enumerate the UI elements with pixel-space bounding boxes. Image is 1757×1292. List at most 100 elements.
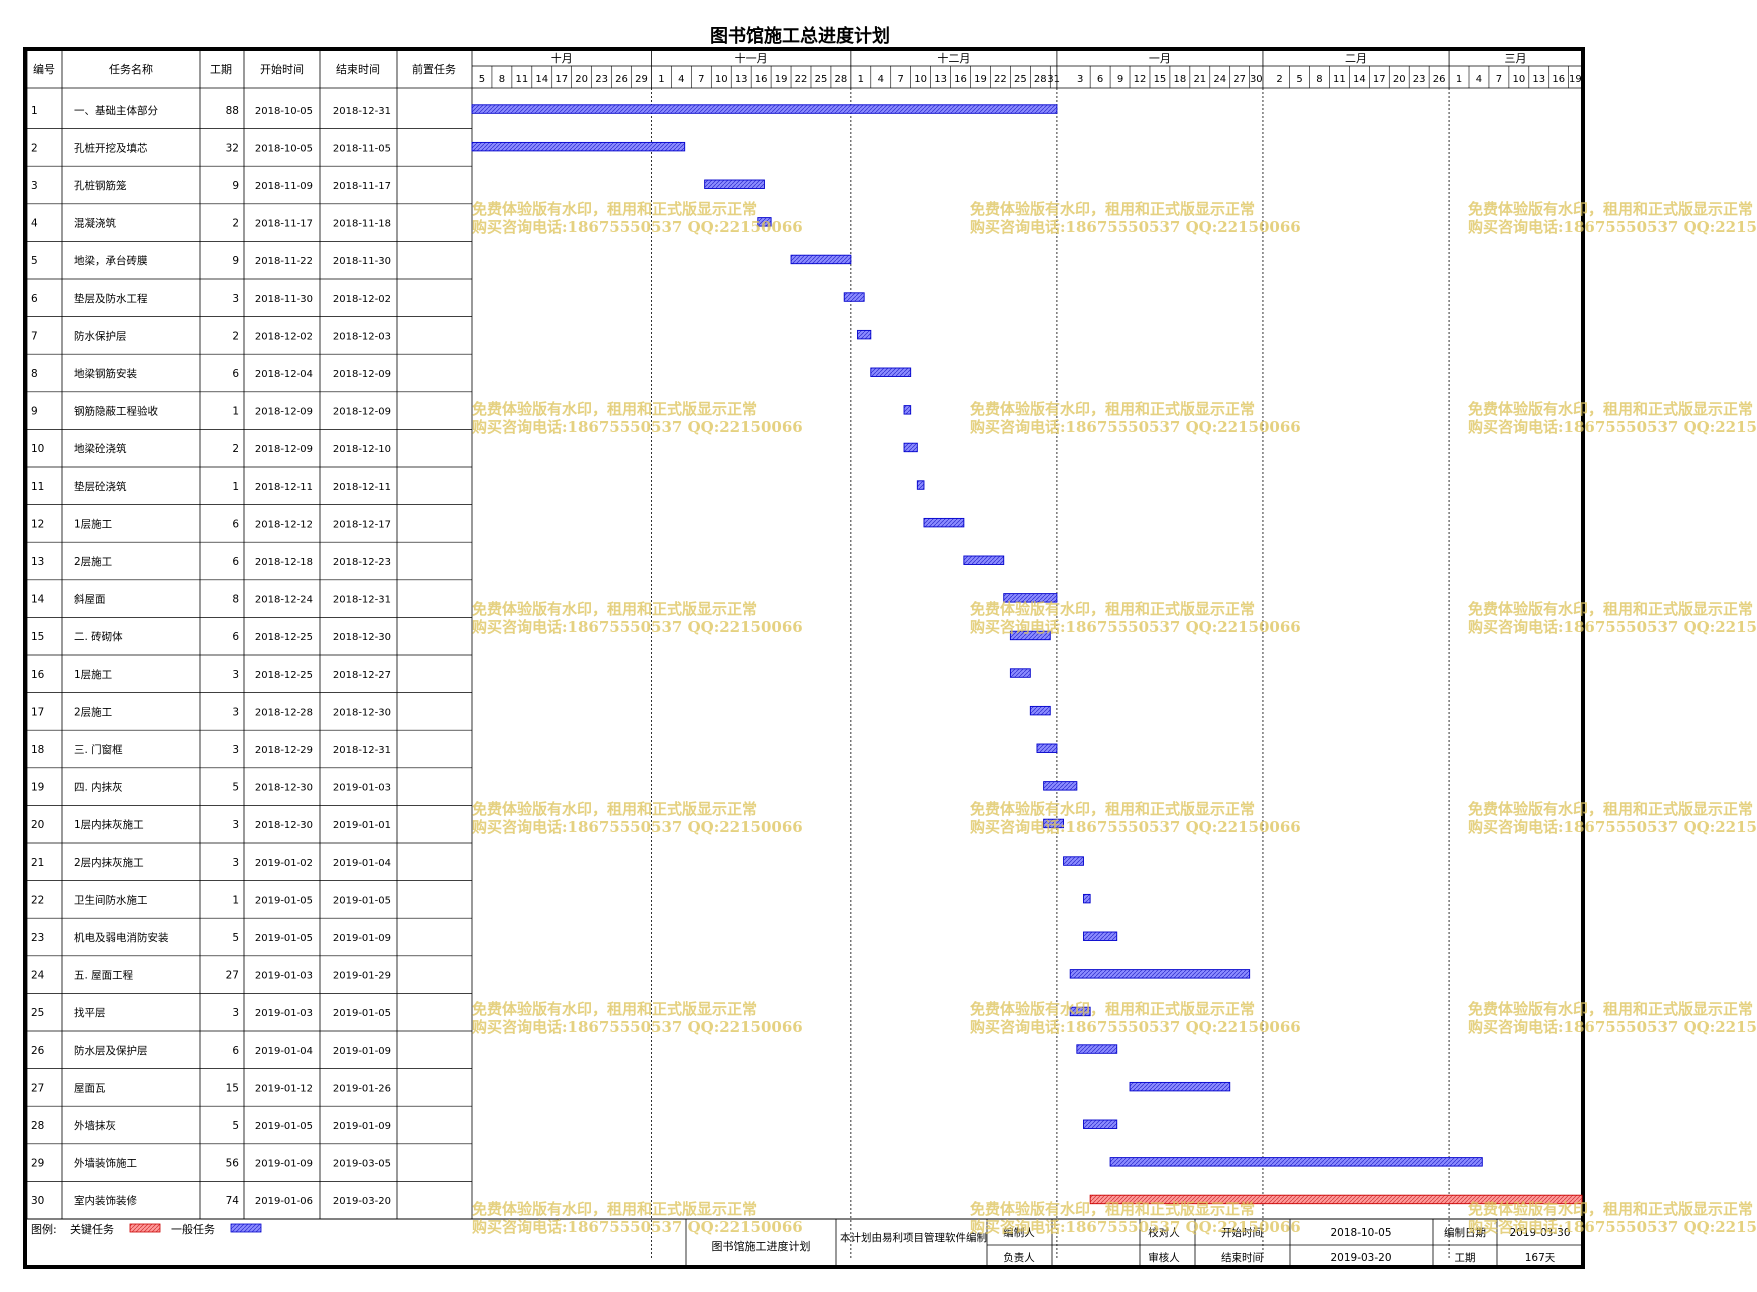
task-id: 12	[31, 518, 44, 530]
day-label: 5	[479, 74, 485, 85]
task-name: 2层施工	[74, 705, 112, 718]
critical-task-bar	[1089, 1194, 1583, 1205]
day-label: 29	[635, 74, 648, 85]
task-end: 2018-11-05	[333, 143, 391, 154]
task-bar	[857, 329, 872, 340]
day-label: 10	[715, 74, 728, 85]
task-name: 1层施工	[74, 517, 112, 530]
task-start: 2018-12-04	[255, 369, 313, 380]
task-start: 2018-12-30	[255, 820, 313, 831]
task-bar	[1043, 781, 1078, 791]
task-duration: 32	[226, 142, 239, 154]
task-name: 孔桩钢筋笼	[74, 179, 127, 192]
footer-checker-label: 校对人	[1148, 1226, 1180, 1239]
task-end: 2019-01-05	[333, 1008, 391, 1019]
task-duration: 3	[232, 819, 239, 831]
day-label: 26	[1433, 74, 1446, 85]
task-start: 2019-01-05	[255, 933, 313, 944]
day-label: 13	[1532, 74, 1545, 85]
task-duration: 56	[226, 1158, 240, 1170]
table-header: 任务名称	[109, 62, 153, 76]
task-duration: 5	[232, 782, 239, 794]
task-start: 2018-10-05	[255, 106, 313, 117]
task-duration: 3	[232, 1007, 239, 1019]
table-header: 结束时间	[336, 63, 380, 76]
task-bar	[471, 141, 686, 152]
task-end: 2018-12-09	[333, 407, 391, 418]
task-start: 2019-01-05	[255, 1121, 313, 1132]
task-id: 29	[31, 1158, 44, 1170]
day-label: 5	[1296, 74, 1302, 85]
task-start: 2018-12-29	[255, 745, 313, 756]
task-end: 2018-12-02	[333, 294, 391, 305]
task-duration: 6	[232, 1045, 239, 1057]
task-duration: 6	[232, 518, 239, 530]
task-end: 2018-11-30	[333, 256, 391, 267]
task-id: 7	[31, 330, 38, 342]
task-name: 找平层	[74, 1006, 106, 1019]
day-label: 7	[1496, 74, 1502, 85]
task-name: 孔桩开挖及填芯	[74, 141, 148, 154]
day-label: 11	[515, 74, 528, 85]
task-id: 30	[31, 1195, 44, 1207]
task-start: 2018-12-25	[255, 632, 313, 643]
task-duration: 3	[232, 293, 239, 305]
footer-end-value: 2019-03-20	[1330, 1252, 1391, 1264]
task-duration: 1	[232, 406, 239, 418]
day-label: 1	[1456, 74, 1462, 85]
task-duration: 2	[232, 330, 239, 342]
task-bar	[870, 367, 912, 377]
task-bar	[1063, 856, 1084, 866]
day-label: 8	[1316, 74, 1322, 85]
footer-duration-value: 167天	[1525, 1252, 1556, 1264]
task-id: 23	[31, 932, 44, 944]
day-label: 13	[934, 74, 947, 85]
day-label: 25	[815, 74, 828, 85]
task-start: 2018-11-30	[255, 294, 313, 305]
table-header: 工期	[210, 63, 232, 76]
task-name: 三. 门窗框	[74, 743, 123, 756]
day-label: 19	[1569, 74, 1582, 85]
task-bar	[1083, 1119, 1118, 1129]
day-label: 7	[698, 74, 704, 85]
task-id: 27	[31, 1082, 44, 1094]
task-duration: 8	[232, 594, 239, 606]
task-id: 3	[31, 180, 38, 192]
task-name: 二. 砖砌体	[74, 630, 123, 643]
table-header: 编号	[33, 62, 55, 76]
task-duration: 5	[232, 932, 239, 944]
day-label: 24	[1213, 74, 1226, 85]
table-header: 开始时间	[260, 62, 304, 76]
task-name: 斜屋面	[74, 593, 106, 606]
day-label: 2	[1276, 74, 1282, 85]
task-name: 外墙装饰施工	[74, 1157, 137, 1170]
task-end: 2019-01-01	[333, 820, 391, 831]
task-id: 6	[31, 293, 38, 305]
task-duration: 15	[226, 1082, 239, 1094]
task-end: 2018-12-23	[333, 557, 391, 568]
task-bar	[843, 292, 865, 302]
task-end: 2019-03-20	[333, 1196, 391, 1207]
task-start: 2019-01-05	[255, 895, 313, 906]
task-bar	[1083, 893, 1091, 904]
task-bar	[903, 442, 918, 453]
task-name: 机电及弱电消防安装	[74, 931, 169, 944]
day-label: 31	[1047, 74, 1060, 85]
task-end: 2018-12-30	[333, 632, 391, 643]
task-id: 18	[31, 744, 44, 756]
task-name: 防水层及保护层	[74, 1044, 148, 1057]
task-bar	[1069, 1006, 1091, 1017]
task-end: 2018-12-27	[333, 670, 391, 681]
task-id: 1	[31, 105, 38, 117]
task-duration: 9	[232, 180, 239, 192]
task-bar	[757, 217, 772, 227]
footer-reviewer-label: 审核人	[1148, 1251, 1180, 1264]
task-name: 1层内抹灰施工	[74, 818, 144, 831]
task-end: 2019-01-09	[333, 1121, 391, 1132]
month-label: 十一月	[735, 51, 768, 65]
task-bar	[471, 104, 1058, 114]
day-label: 22	[795, 74, 808, 85]
day-label: 17	[555, 74, 568, 85]
task-name: 钢筋隐蔽工程验收	[74, 405, 158, 418]
